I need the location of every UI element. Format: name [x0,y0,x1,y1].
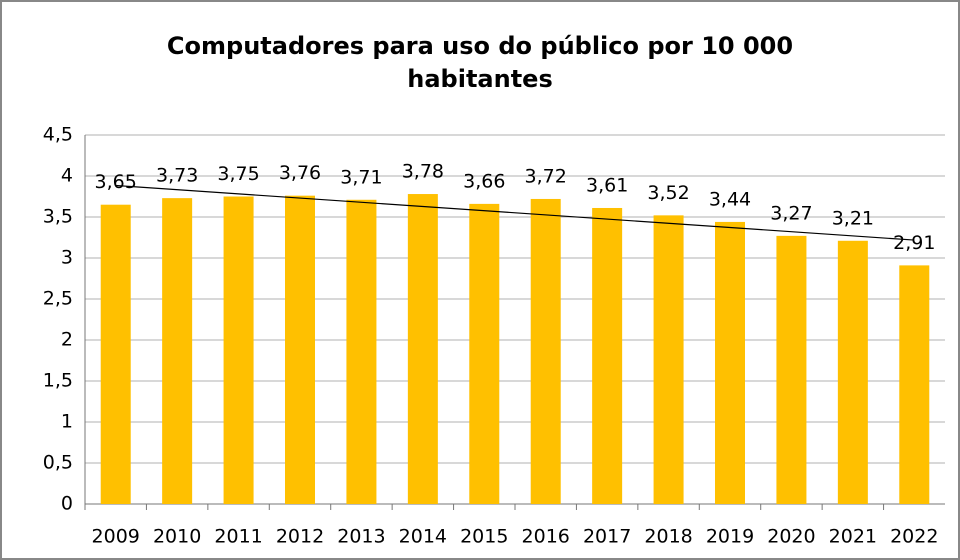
x-tick-label: 2012 [276,526,324,548]
data-label: 2,91 [893,232,935,254]
y-tick-label: 2,5 [43,288,73,310]
data-label: 3,61 [586,174,628,196]
x-tick-label: 2017 [583,526,631,548]
x-tick-label: 2013 [337,526,385,548]
data-label: 3,65 [95,171,137,193]
data-label: 3,27 [770,202,812,224]
y-tick-label: 2 [61,329,73,351]
data-label: 3,75 [217,163,259,185]
data-label: 3,66 [463,170,505,192]
y-tick-label: 0 [61,493,73,515]
bar [469,203,500,504]
x-tick-label: 2009 [92,526,140,548]
y-tick-label: 1 [61,411,73,433]
x-tick-label: 2016 [522,526,570,548]
data-label: 3,71 [340,166,382,188]
data-label: 3,73 [156,165,198,187]
x-tick-label: 2018 [644,526,692,548]
bar [407,194,438,505]
bar [592,207,623,505]
data-label: 3,52 [647,182,689,204]
data-label: 3,78 [402,161,444,183]
y-tick-label: 4,5 [43,124,73,146]
bar [837,240,868,504]
data-label: 3,21 [832,207,874,229]
y-tick-label: 1,5 [43,370,73,392]
x-tick-label: 2021 [829,526,877,548]
x-tick-label: 2020 [767,526,815,548]
x-tick-label: 2015 [460,526,508,548]
bar [346,199,377,504]
x-tick-label: 2019 [706,526,754,548]
bar [715,221,745,505]
trendline [115,184,915,241]
x-tick-label: 2011 [214,526,262,548]
bar [653,215,684,505]
data-label: 3,72 [525,165,567,187]
y-tick-label: 3 [61,247,73,269]
bar [530,198,561,504]
data-label: 3,44 [709,188,751,210]
bar [776,235,807,505]
data-label: 3,76 [279,162,321,184]
bar [285,195,315,504]
x-tick-label: 2022 [890,526,938,548]
bar [223,196,254,504]
chart-title: Computadores para uso do público por 10 … [166,32,794,93]
y-tick-label: 0,5 [43,452,73,474]
bar [899,265,930,504]
y-tick-label: 4 [61,165,73,187]
bar [162,198,193,504]
bar [100,204,131,504]
x-tick-label: 2014 [399,526,447,548]
x-tick-label: 2010 [153,526,201,548]
y-tick-label: 3,5 [43,206,73,228]
